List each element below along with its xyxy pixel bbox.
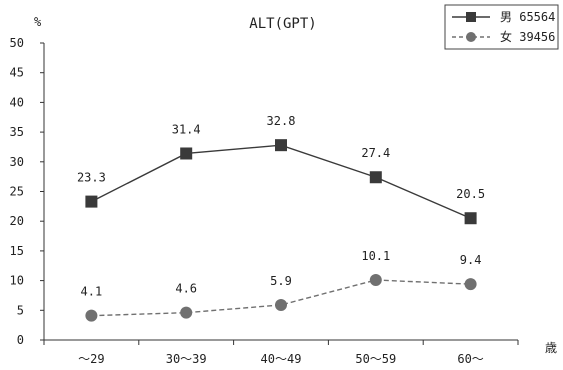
data-label: 32.8 bbox=[267, 114, 296, 128]
legend-marker bbox=[466, 12, 476, 22]
data-point bbox=[464, 212, 477, 225]
legend: 男 65564 女 39456 bbox=[444, 4, 559, 50]
data-point bbox=[464, 278, 477, 291]
data-point bbox=[180, 306, 193, 319]
axes: 0 5 10 15 20 25 30 35 40 45 50 ～29 30～39 40～49 50～59 60… bbox=[10, 36, 519, 366]
data-label: 10.1 bbox=[361, 249, 390, 263]
y-tick-label: 35 bbox=[10, 125, 24, 139]
y-tick-label: 5 bbox=[17, 303, 24, 317]
data-label: 23.3 bbox=[77, 171, 106, 185]
x-axis-label: 歳 bbox=[545, 341, 557, 355]
data-point bbox=[180, 147, 193, 160]
series-line-1 bbox=[91, 144, 471, 219]
chart-title: ALT(GPT) bbox=[249, 16, 316, 32]
y-axis-label: % bbox=[34, 15, 42, 29]
x-tick-label: 50～59 bbox=[355, 352, 396, 366]
data-label: 9.4 bbox=[460, 253, 482, 267]
x-tick-label: 40～49 bbox=[261, 352, 302, 366]
data-point bbox=[369, 274, 382, 287]
y-tick-label: 45 bbox=[10, 66, 24, 80]
data-label: 4.1 bbox=[81, 285, 103, 299]
legend-label: 女 39456 bbox=[500, 29, 555, 44]
data-point bbox=[85, 309, 98, 322]
y-tick-label: 0 bbox=[17, 333, 24, 347]
data-point bbox=[275, 298, 287, 311]
data-label: 31.4 bbox=[172, 122, 201, 136]
y-tick-label: 40 bbox=[10, 95, 24, 109]
y-tick-label: 25 bbox=[10, 185, 24, 199]
x-tick-label: ～29 bbox=[78, 352, 104, 366]
data-point bbox=[85, 195, 98, 208]
x-tick-label: 30～39 bbox=[166, 352, 207, 366]
data-label: 27.4 bbox=[361, 146, 390, 160]
legend-box bbox=[444, 4, 559, 50]
legend-label: 男 65564 bbox=[500, 10, 555, 24]
y-tick-label: 10 bbox=[10, 274, 24, 288]
legend-marker bbox=[466, 32, 476, 42]
y-tick-label: 30 bbox=[10, 155, 24, 169]
data-label: 4.6 bbox=[175, 282, 197, 296]
data-point bbox=[275, 139, 287, 152]
y-tick-label: 20 bbox=[10, 214, 24, 228]
data-label: 5.9 bbox=[270, 274, 292, 288]
x-tick-label: 60～ bbox=[457, 352, 483, 366]
plot-area: 23.3 31.4 32.8 27.4 20.5 4.1 4.6 5.9 10.1 9.4 bbox=[77, 114, 485, 322]
data-label: 20.5 bbox=[456, 187, 485, 201]
y-tick-label: 50 bbox=[10, 36, 24, 50]
y-tick-label: 15 bbox=[10, 244, 24, 258]
data-point bbox=[369, 171, 382, 184]
